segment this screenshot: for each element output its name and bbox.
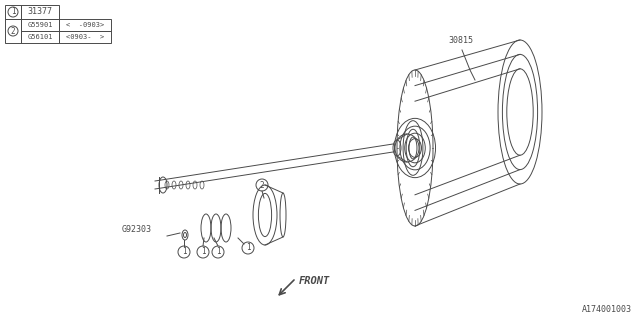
Bar — [59, 31, 111, 43]
Text: 2: 2 — [260, 180, 264, 189]
Text: 31377: 31377 — [28, 7, 52, 17]
Text: 1: 1 — [216, 247, 220, 257]
Bar — [21, 5, 59, 19]
Text: 1: 1 — [246, 244, 250, 252]
Bar — [5, 19, 21, 43]
Text: <0903-  >: <0903- > — [66, 34, 104, 40]
Text: G56101: G56101 — [28, 34, 52, 40]
Text: 1: 1 — [201, 247, 205, 257]
Bar — [21, 31, 59, 43]
Text: 30815: 30815 — [448, 36, 473, 45]
Bar — [21, 19, 59, 31]
Text: 2: 2 — [11, 27, 15, 36]
Text: G55901: G55901 — [28, 22, 52, 28]
Text: 1: 1 — [182, 247, 186, 257]
Text: 1: 1 — [11, 7, 15, 17]
Text: FRONT: FRONT — [299, 276, 330, 286]
Text: A174001003: A174001003 — [582, 305, 632, 314]
Text: <  -0903>: < -0903> — [66, 22, 104, 28]
Bar — [59, 19, 111, 31]
Bar — [5, 5, 21, 19]
Text: G92303: G92303 — [122, 225, 152, 234]
